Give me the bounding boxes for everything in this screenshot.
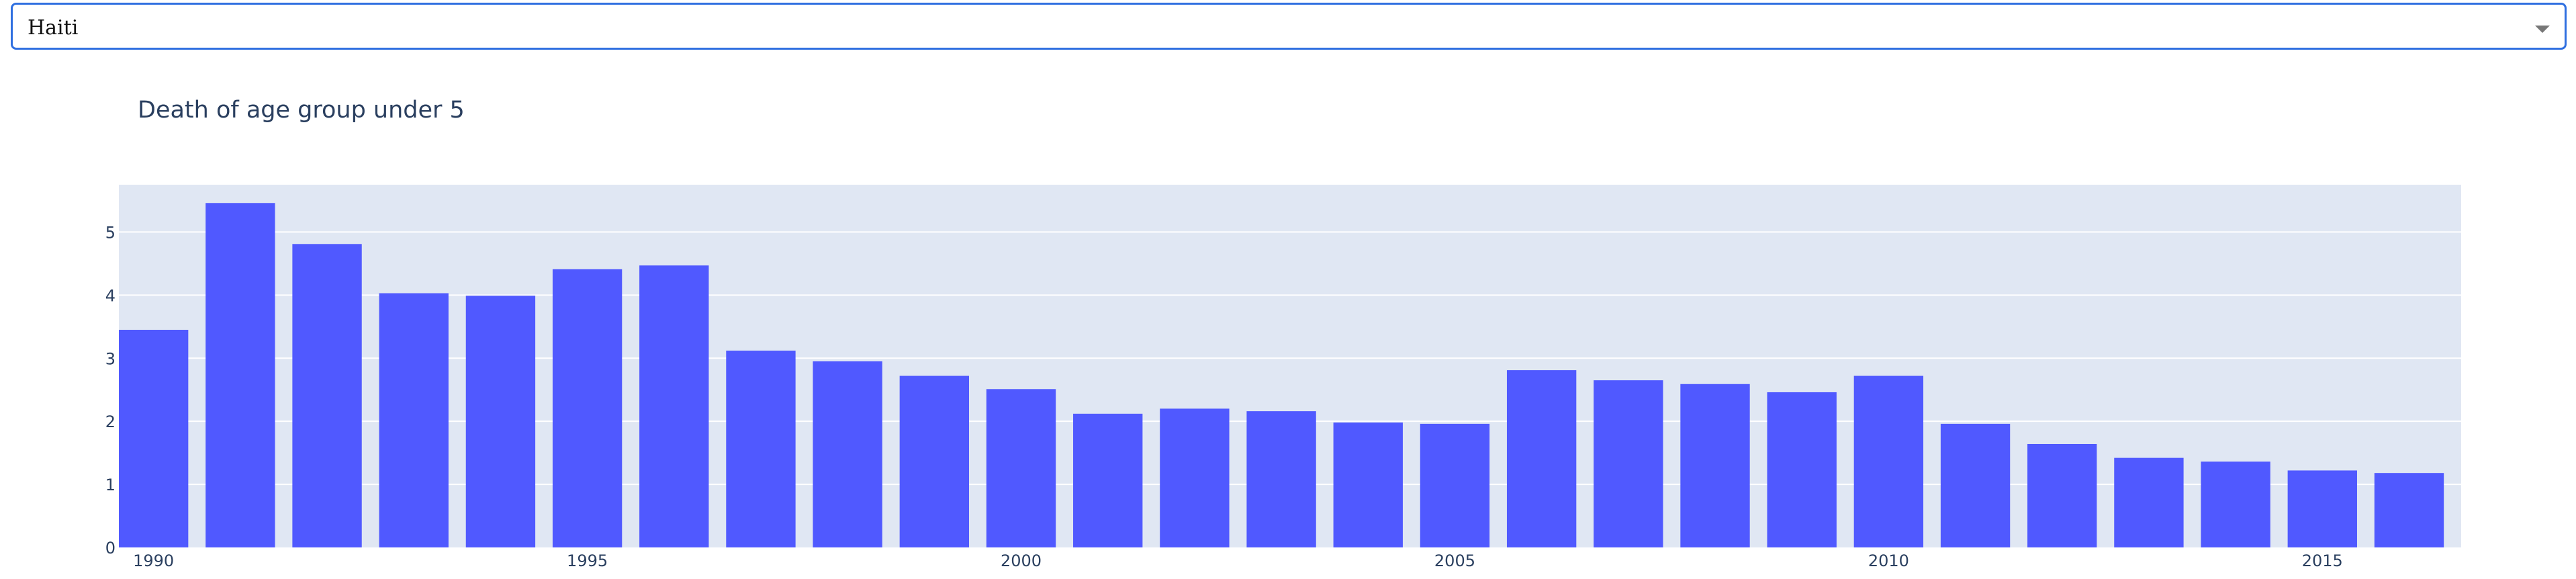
y-tick-label: 0 — [105, 539, 116, 558]
bar-2013 — [2114, 457, 2184, 547]
bar-2014 — [2201, 461, 2270, 547]
bar-2009 — [1767, 392, 1837, 547]
bar-1994 — [465, 296, 536, 547]
bar-2011 — [1940, 423, 2011, 547]
bar-2006 — [1506, 370, 1577, 547]
bar-2007 — [1594, 380, 1663, 547]
y-axis-ticks: 0 1 2 3 4 5 — [105, 223, 116, 558]
x-axis-ticks: 1990 1995 2000 2005 2010 2015 — [133, 551, 2343, 570]
country-dropdown[interactable]: Haiti — [11, 3, 2567, 50]
chart-title: Death of age group under 5 — [138, 97, 465, 124]
bar-1990 — [119, 330, 189, 547]
dropdown-selected-value: Haiti — [28, 16, 79, 40]
y-tick-label: 3 — [105, 349, 116, 368]
bar-1992 — [292, 244, 362, 547]
x-tick-label: 2015 — [2302, 551, 2343, 570]
bar-2008 — [1680, 384, 1750, 547]
bars — [119, 203, 2444, 547]
bar-2000 — [986, 389, 1056, 547]
bar-2005 — [1420, 423, 1490, 547]
y-tick-label: 1 — [105, 476, 116, 494]
y-tick-label: 5 — [105, 223, 116, 242]
x-tick-label: 2005 — [1434, 551, 1475, 570]
bar-1991 — [205, 203, 275, 547]
bar-2002 — [1160, 408, 1230, 547]
bar-2016 — [2374, 473, 2444, 547]
bar-1999 — [899, 375, 970, 547]
x-tick-label: 1990 — [133, 551, 174, 570]
bar-1993 — [379, 293, 449, 547]
bar-2012 — [2027, 443, 2097, 547]
x-tick-label: 2000 — [1001, 551, 1042, 570]
bar-1996 — [639, 265, 709, 547]
bar-2003 — [1246, 411, 1316, 547]
chevron-down-icon[interactable] — [2535, 26, 2550, 33]
bar-1995 — [552, 269, 623, 547]
x-tick-label: 1995 — [567, 551, 608, 570]
bar-2004 — [1333, 422, 1403, 547]
bar-2010 — [1853, 375, 1924, 547]
bar-2015 — [2287, 470, 2357, 547]
y-tick-label: 4 — [105, 286, 116, 305]
bar-1997 — [726, 350, 796, 547]
bar-1998 — [813, 361, 882, 547]
bar-2001 — [1073, 413, 1143, 547]
y-tick-label: 2 — [105, 412, 116, 431]
x-tick-label: 2010 — [1868, 551, 1909, 570]
